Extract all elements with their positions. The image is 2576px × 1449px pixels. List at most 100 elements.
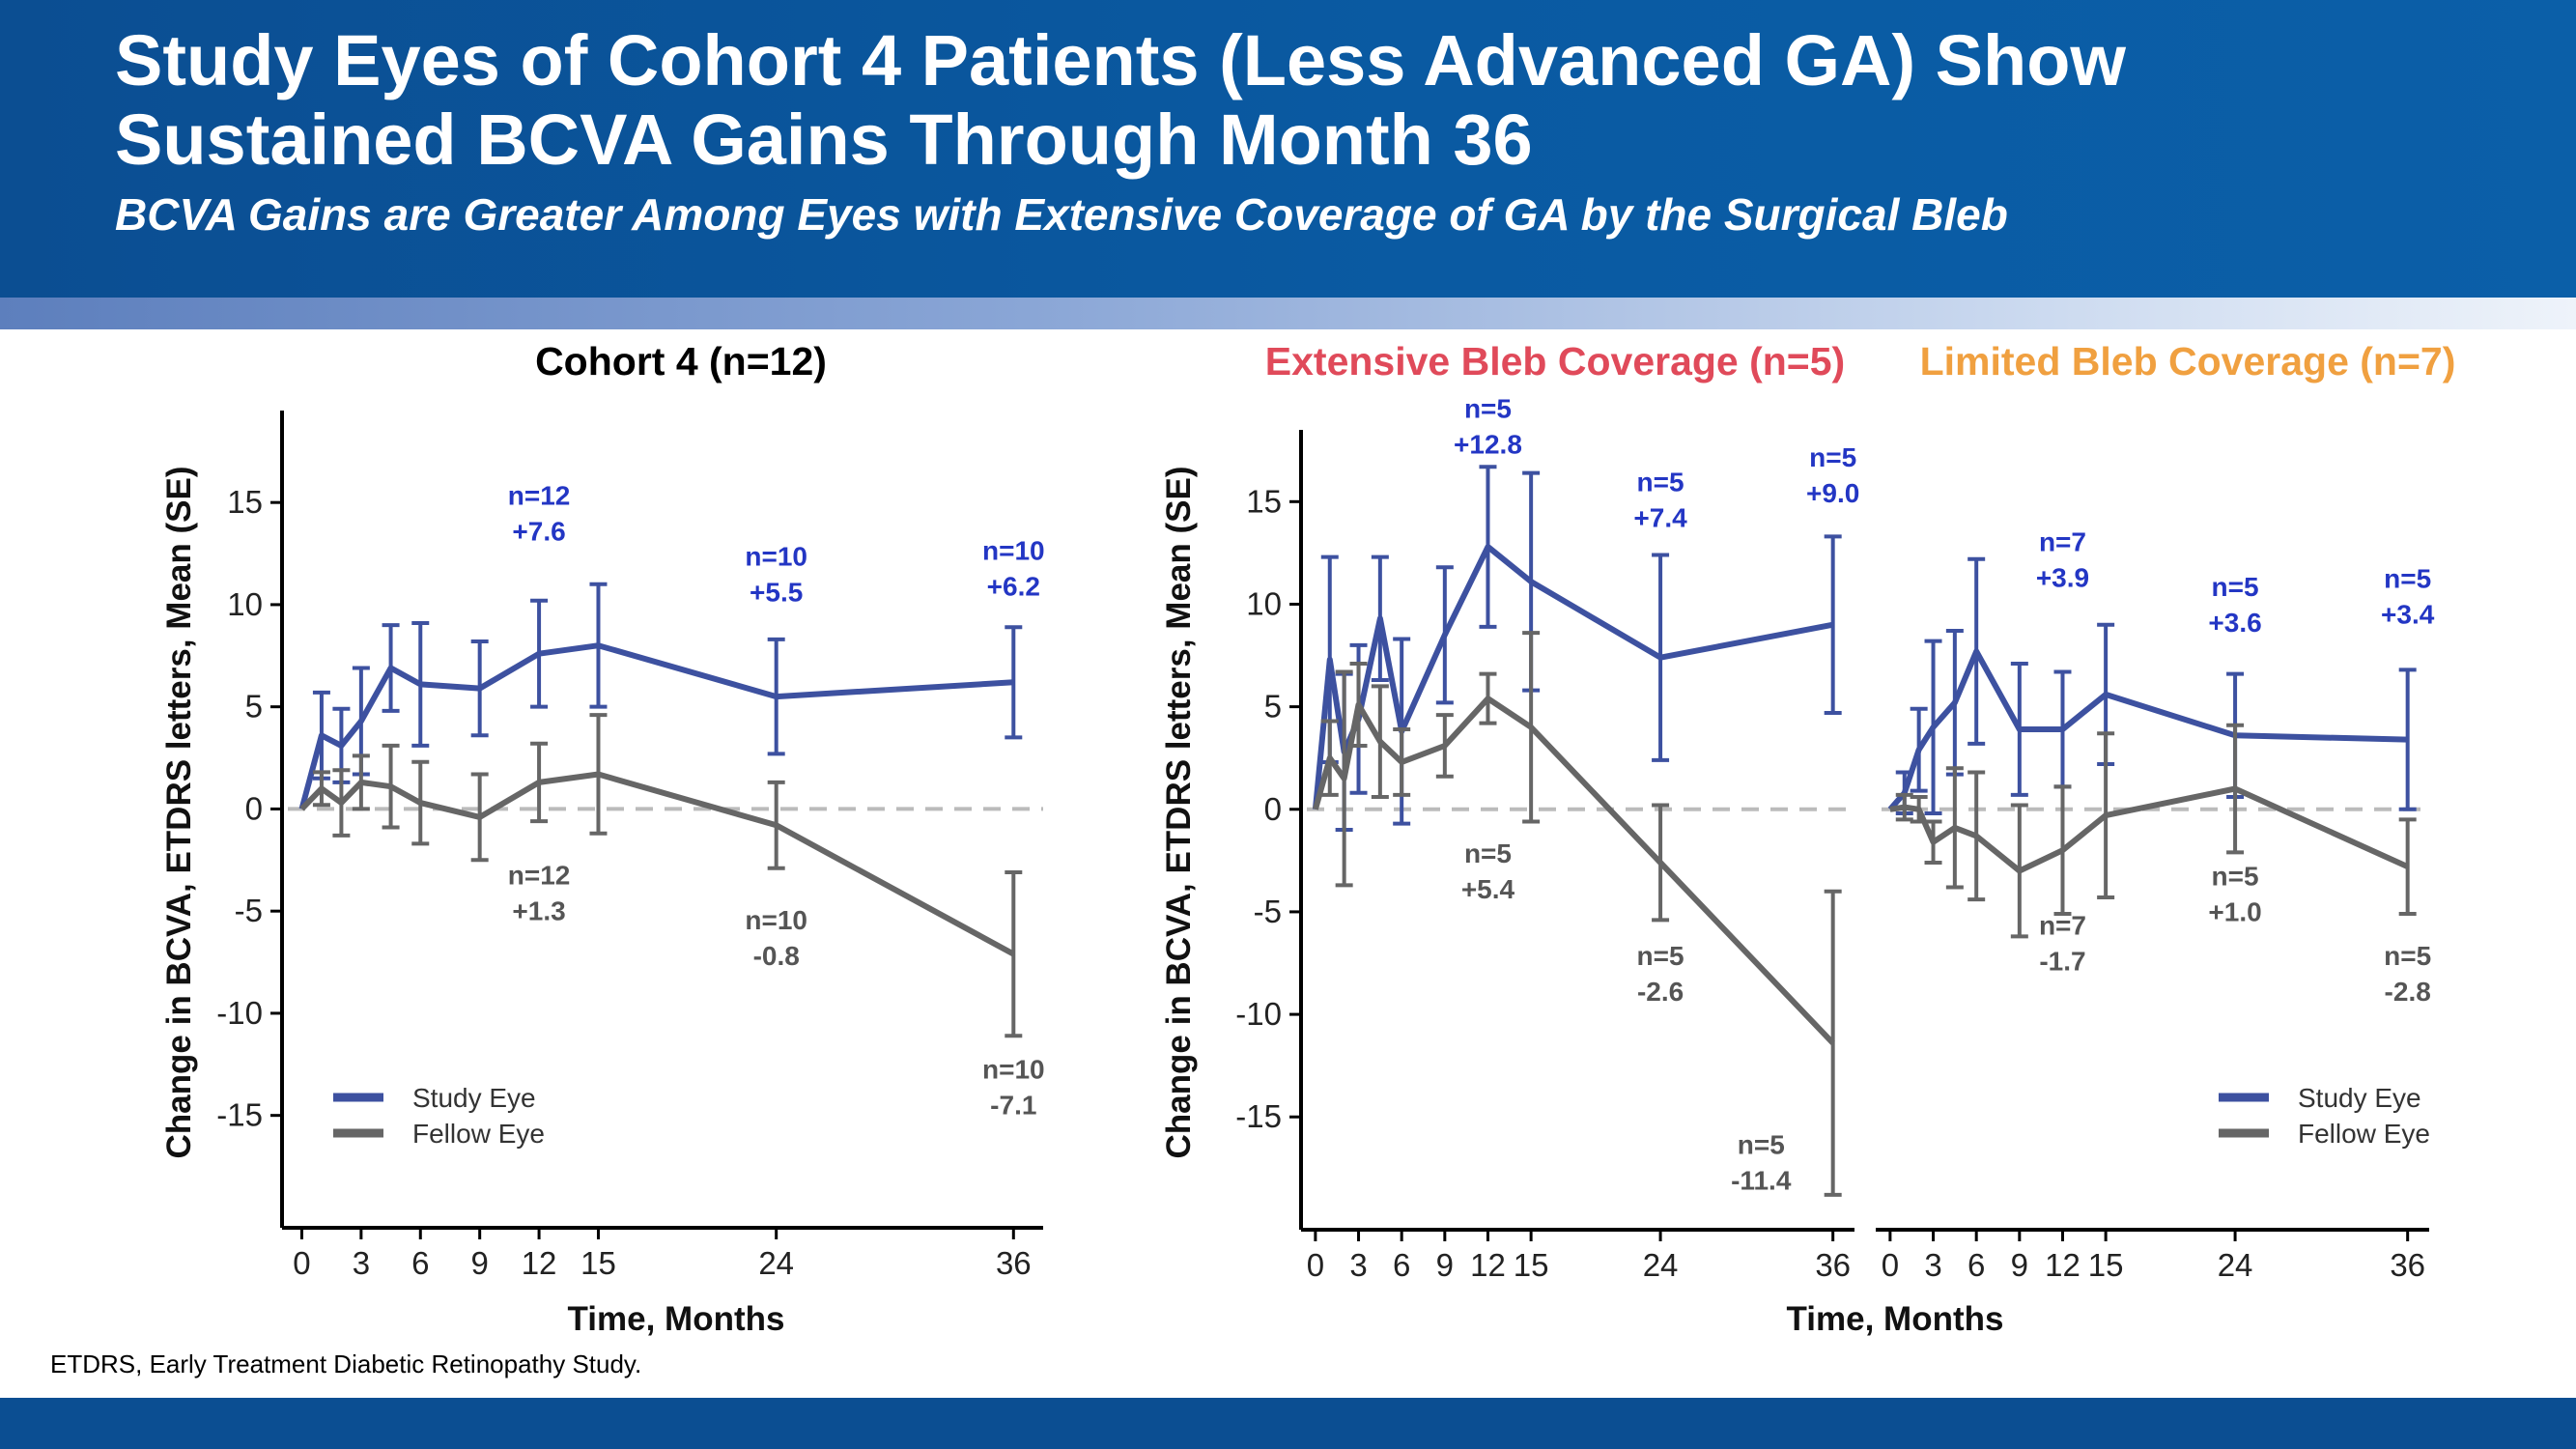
data-label: n=7 <box>2039 526 2086 556</box>
charts-area: Cohort 4 (n=12) Extensive Bleb Coverage … <box>160 339 2456 1338</box>
data-label: n=5 <box>1464 393 1512 423</box>
data-label: +9.0 <box>1806 478 1859 508</box>
data-label: n=10 <box>982 1055 1045 1085</box>
data-label: -0.8 <box>753 941 800 971</box>
panel-cohort4: Cohort 4 (n=12) <box>535 339 827 384</box>
panel-cohort4-study-eye-series <box>298 582 1023 810</box>
fellow-eye-line <box>299 771 1015 957</box>
data-label: n=5 <box>2212 572 2259 602</box>
data-label: n=12 <box>508 861 571 891</box>
data-label: -11.4 <box>1731 1165 1792 1195</box>
data-label: +3.4 <box>2381 599 2435 629</box>
y-tick-label: 0 <box>1264 791 1282 827</box>
panel-limited-study-eye-series <box>1887 556 2417 816</box>
panel-bleb-xlabel: Time, Months <box>1787 1300 2004 1338</box>
data-label: n=5 <box>2384 941 2431 971</box>
y-tick-label: -15 <box>216 1097 263 1133</box>
y-tick-label: -5 <box>1254 894 1282 929</box>
x-tick-label: 15 <box>580 1245 616 1281</box>
x-tick-label: 12 <box>522 1245 557 1281</box>
footnote: ETDRS, Early Treatment Diabetic Retinopa… <box>50 1350 642 1378</box>
panel-extensive-title: Extensive Bleb Coverage (n=5) <box>1265 339 1845 384</box>
x-tick-label: 15 <box>2088 1247 2124 1283</box>
data-label: n=5 <box>1809 442 1856 472</box>
panel-cohort4-ylabel: Change in BCVA, ETDRS letters, Mean (SE) <box>160 467 198 1159</box>
x-tick-label: 3 <box>1349 1247 1367 1283</box>
panel-extensive-ylabel: Change in BCVA, ETDRS letters, Mean (SE) <box>1160 467 1198 1159</box>
data-label: +7.6 <box>512 516 565 546</box>
study-eye-line <box>1887 648 2408 811</box>
x-tick-label: 9 <box>470 1245 488 1281</box>
data-label: -1.7 <box>2039 946 2085 976</box>
data-label: n=5 <box>2212 861 2259 891</box>
x-tick-label: 12 <box>1470 1247 1506 1283</box>
x-tick-label: 24 <box>2218 1247 2253 1283</box>
legend-study-label: Study Eye <box>2298 1083 2421 1113</box>
data-label: +3.9 <box>2036 562 2089 592</box>
panel-cohort4-xlabel: Time, Months <box>568 1300 785 1338</box>
y-tick-label: 0 <box>245 790 263 826</box>
data-label: n=10 <box>982 535 1045 565</box>
data-label: n=5 <box>1738 1129 1785 1159</box>
legend-study-label: Study Eye <box>412 1083 536 1113</box>
y-tick-label: 10 <box>1246 585 1282 621</box>
x-tick-label: 15 <box>1514 1247 1549 1283</box>
data-label: n=7 <box>2039 910 2086 940</box>
title-line-2: Sustained BCVA Gains Through Month 36 <box>115 99 1533 180</box>
gradient-band <box>0 298 2576 329</box>
footer-bar <box>0 1398 2576 1449</box>
x-tick-label: 12 <box>2045 1247 2081 1283</box>
panel-cohort4-title: Cohort 4 (n=12) <box>535 339 827 384</box>
panel-extensive-fellow-eye-series <box>1313 631 1842 1197</box>
x-tick-label: 6 <box>1967 1247 1985 1283</box>
data-label: +7.4 <box>1633 503 1687 533</box>
slide-title: Study Eyes of Cohort 4 Patients (Less Ad… <box>115 21 2126 180</box>
data-label: +1.3 <box>512 896 565 926</box>
legend-fellow-label: Fellow Eye <box>412 1119 545 1149</box>
y-tick-label: 10 <box>227 586 263 622</box>
x-tick-label: 6 <box>411 1245 429 1281</box>
data-label: n=5 <box>1637 468 1684 497</box>
data-label: -2.8 <box>2385 977 2431 1007</box>
data-label: n=5 <box>1637 941 1684 971</box>
x-tick-label: 0 <box>1307 1247 1324 1283</box>
panel-limited-title: Limited Bleb Coverage (n=7) <box>1920 339 2456 384</box>
x-tick-label: 0 <box>293 1245 310 1281</box>
data-label: n=5 <box>2384 563 2431 593</box>
data-label: n=10 <box>745 905 807 935</box>
y-tick-label: -15 <box>1235 1098 1282 1134</box>
fellow-eye-line <box>1313 696 1835 1045</box>
header-banner: Study Eyes of Cohort 4 Patients (Less Ad… <box>0 0 2576 298</box>
data-label: +3.6 <box>2208 608 2261 638</box>
x-tick-label: 36 <box>1815 1247 1851 1283</box>
y-tick-label: 15 <box>1246 483 1282 519</box>
data-label: -7.1 <box>990 1091 1036 1121</box>
x-tick-label: 3 <box>1924 1247 1941 1283</box>
data-label: +1.0 <box>2208 896 2261 926</box>
x-tick-label: 6 <box>1393 1247 1410 1283</box>
data-label: -2.6 <box>1637 977 1684 1007</box>
data-label: +6.2 <box>987 571 1040 601</box>
y-tick-label: 5 <box>1264 689 1282 724</box>
x-tick-label: 36 <box>2390 1247 2425 1283</box>
y-tick-label: -10 <box>216 995 263 1031</box>
study-eye-line <box>298 642 1014 810</box>
panel-extensive: Extensive Bleb Coverage (n=5) <box>1265 339 1845 384</box>
x-tick-label: 9 <box>1436 1247 1454 1283</box>
x-tick-label: 24 <box>1643 1247 1679 1283</box>
data-label: +5.5 <box>750 578 803 608</box>
panel-limited: Limited Bleb Coverage (n=7) <box>1920 339 2456 384</box>
legend-fellow-label: Fellow Eye <box>2298 1119 2430 1149</box>
x-tick-label: 3 <box>353 1245 370 1281</box>
data-label: n=12 <box>508 480 571 510</box>
data-label: n=5 <box>1464 838 1512 868</box>
title-line-1: Study Eyes of Cohort 4 Patients (Less Ad… <box>115 20 2126 100</box>
slide-subtitle: BCVA Gains are Greater Among Eyes with E… <box>115 189 2008 240</box>
data-label: +12.8 <box>1454 429 1522 459</box>
x-tick-label: 24 <box>758 1245 794 1281</box>
panel-cohort4-legend: Study Eye Fellow Eye <box>333 1083 545 1149</box>
y-tick-label: 15 <box>227 484 263 520</box>
panel-limited-plot: 0 3 6 9 12 15 24 36n=7+3.9 n=5+3.6n=5+3.4n=7-1.7… <box>1876 526 2435 1283</box>
